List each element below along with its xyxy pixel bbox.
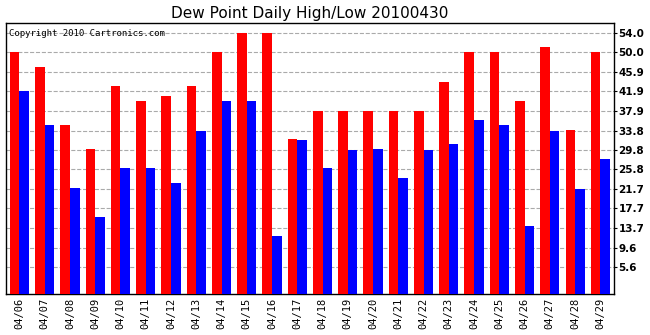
Text: Copyright 2010 Cartronics.com: Copyright 2010 Cartronics.com: [8, 28, 164, 38]
Bar: [187, 86, 196, 294]
Bar: [398, 178, 408, 294]
Bar: [272, 236, 281, 294]
Title: Dew Point Daily High/Low 20100430: Dew Point Daily High/Low 20100430: [171, 6, 448, 20]
Bar: [60, 125, 70, 294]
Bar: [95, 217, 105, 294]
Bar: [247, 101, 256, 294]
Bar: [297, 140, 307, 294]
Bar: [465, 52, 474, 294]
Bar: [171, 183, 181, 294]
Bar: [222, 101, 231, 294]
Bar: [373, 149, 383, 294]
Bar: [70, 188, 79, 294]
Bar: [322, 168, 332, 294]
Bar: [20, 91, 29, 294]
Bar: [424, 150, 433, 294]
Bar: [35, 67, 45, 294]
Bar: [525, 226, 534, 294]
Bar: [348, 150, 358, 294]
Bar: [212, 52, 222, 294]
Bar: [550, 131, 560, 294]
Bar: [499, 125, 509, 294]
Bar: [313, 111, 322, 294]
Bar: [45, 125, 55, 294]
Bar: [120, 168, 130, 294]
Bar: [10, 52, 20, 294]
Bar: [338, 111, 348, 294]
Bar: [474, 120, 484, 294]
Bar: [363, 111, 373, 294]
Bar: [489, 52, 499, 294]
Bar: [263, 33, 272, 294]
Bar: [288, 139, 297, 294]
Bar: [111, 86, 120, 294]
Bar: [237, 33, 247, 294]
Bar: [161, 96, 171, 294]
Bar: [575, 189, 585, 294]
Bar: [196, 131, 206, 294]
Bar: [86, 149, 95, 294]
Bar: [515, 101, 525, 294]
Bar: [414, 111, 424, 294]
Bar: [540, 47, 550, 294]
Bar: [591, 52, 601, 294]
Bar: [566, 130, 575, 294]
Bar: [146, 168, 155, 294]
Bar: [601, 158, 610, 294]
Bar: [449, 144, 458, 294]
Bar: [439, 82, 449, 294]
Bar: [389, 111, 398, 294]
Bar: [136, 101, 146, 294]
